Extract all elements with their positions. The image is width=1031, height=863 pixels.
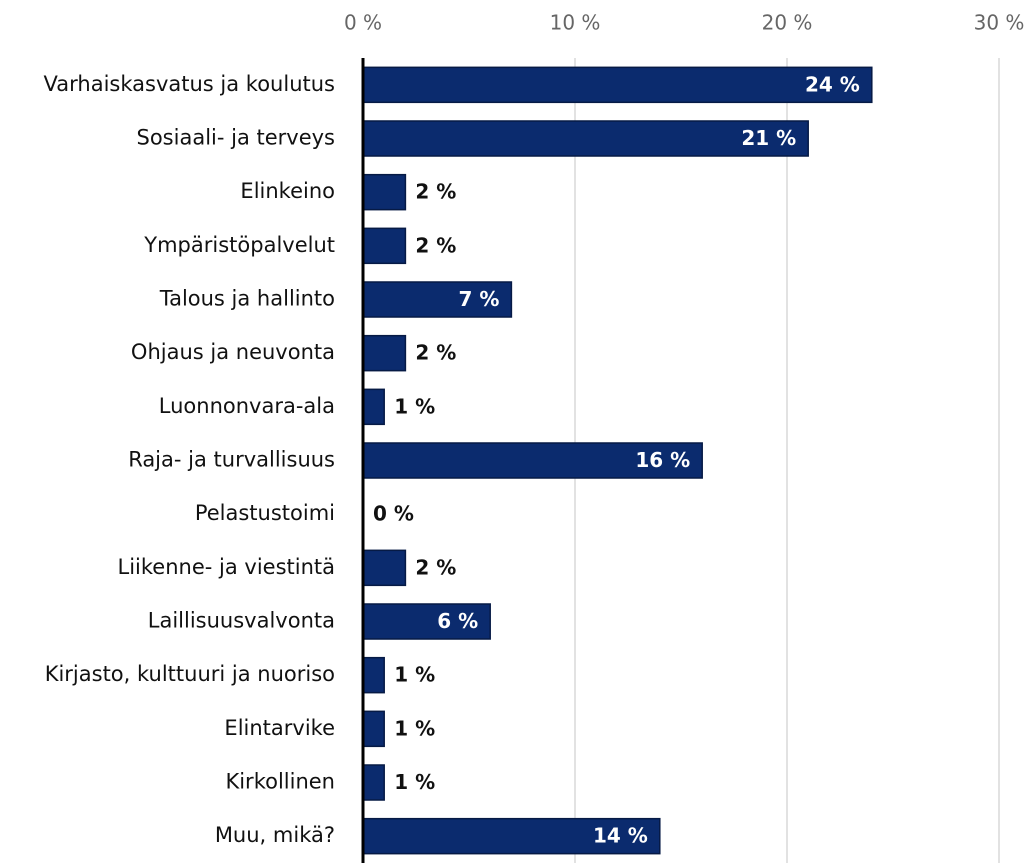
- category-label: Pelastustoimi: [195, 501, 335, 525]
- category-label: Elintarvike: [224, 716, 335, 740]
- bar: [362, 603, 491, 640]
- category-label: Luonnonvara-ala: [159, 394, 335, 418]
- category-label: Ympäristöpalvelut: [143, 233, 335, 257]
- x-tick-label: 10 %: [550, 11, 601, 35]
- category-label: Elinkeino: [240, 179, 335, 203]
- bar: [362, 764, 385, 801]
- value-label: 1 %: [394, 716, 435, 740]
- value-label: 16 %: [635, 448, 690, 472]
- value-label: 21 %: [741, 126, 796, 150]
- category-label: Muu, mikä?: [215, 823, 335, 847]
- value-label: 14 %: [593, 824, 648, 848]
- bar: [362, 656, 385, 694]
- value-label: 2 %: [415, 555, 456, 579]
- value-label: 1 %: [394, 663, 435, 687]
- value-label: 6 %: [437, 609, 478, 633]
- value-label: 7 %: [458, 287, 499, 311]
- category-label: Sosiaali- ja terveys: [137, 126, 336, 150]
- value-label: 1 %: [394, 770, 435, 794]
- x-tick-label: 20 %: [762, 11, 813, 35]
- bar: [362, 817, 661, 855]
- category-label: Raja- ja turvallisuus: [128, 448, 335, 472]
- x-tick-label: 30 %: [974, 11, 1025, 35]
- category-label: Ohjaus ja neuvonta: [131, 340, 335, 364]
- category-label: Kirjasto, kulttuuri ja nuoriso: [45, 662, 335, 686]
- value-label: 2 %: [415, 341, 456, 365]
- value-label: 2 %: [415, 180, 456, 204]
- bar: [362, 173, 407, 211]
- category-label: Kirkollinen: [225, 770, 335, 794]
- category-label: Liikenne- ja viestintä: [118, 555, 335, 579]
- value-label: 0 %: [373, 502, 414, 526]
- value-label: 24 %: [805, 72, 860, 96]
- bar: [362, 66, 873, 104]
- x-tick-label: 0 %: [344, 11, 382, 35]
- bar: [362, 442, 703, 479]
- value-label: 2 %: [415, 233, 456, 257]
- bar: [362, 227, 407, 265]
- category-label: Varhaiskasvatus ja koulutus: [44, 72, 335, 96]
- bar: [362, 120, 809, 157]
- category-label: Laillisuusvalvonta: [148, 609, 335, 633]
- bar: [362, 334, 407, 372]
- bar: [362, 281, 513, 318]
- bar: [362, 388, 385, 426]
- bar: [362, 549, 407, 587]
- bar: [362, 710, 385, 748]
- category-label: Talous ja hallinto: [159, 287, 335, 311]
- value-label: 1 %: [394, 394, 435, 418]
